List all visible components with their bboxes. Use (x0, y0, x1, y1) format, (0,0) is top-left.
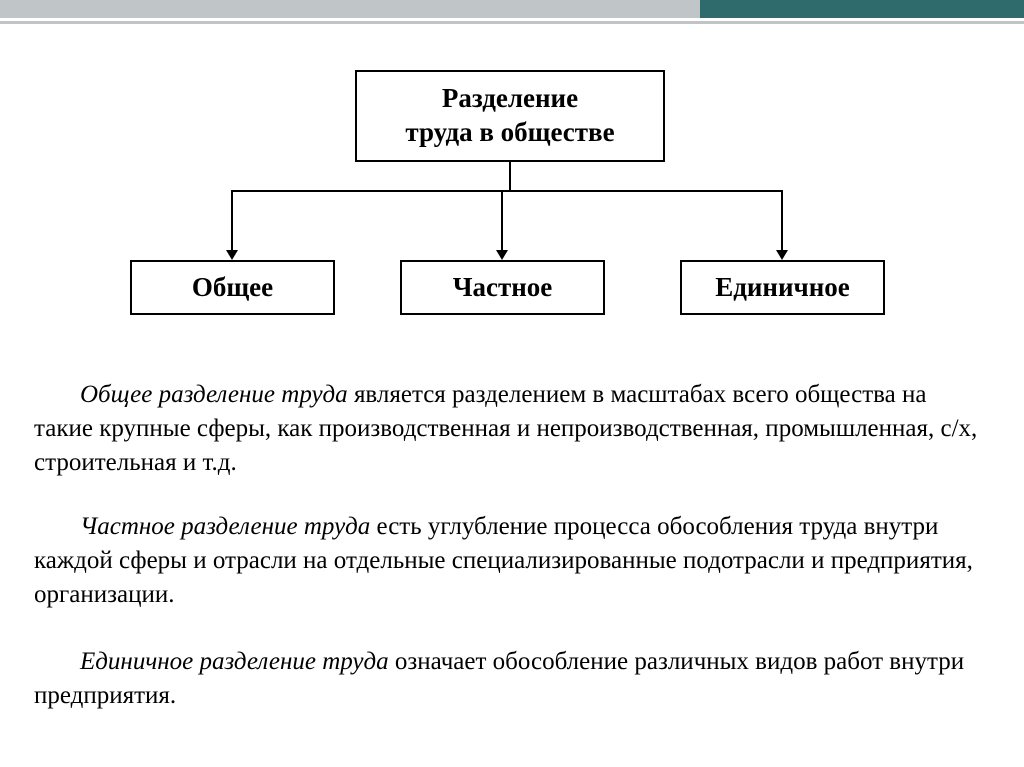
child-node-private: Частное (400, 260, 605, 315)
paragraph-singular: Единичное разделение труда означает обос… (34, 645, 990, 713)
division-of-labor-diagram: Разделение труда в обществе Общее Частно… (0, 70, 1024, 330)
child-node-general: Общее (130, 260, 335, 315)
paragraph-private: Частное разделение труда есть углубление… (34, 510, 990, 611)
connector-root-stem (509, 162, 511, 190)
child-node-singular: Единичное (680, 260, 885, 315)
paragraph-general-lead: Общее разделение труда (80, 381, 348, 408)
arrowhead-mid (496, 250, 508, 260)
connector-bus (231, 190, 783, 192)
header-underline (0, 21, 1024, 24)
connector-drop-mid (501, 190, 503, 250)
header-bar-right (700, 0, 1024, 18)
arrowhead-left (226, 250, 238, 260)
connector-drop-left (231, 190, 233, 250)
root-node-line1: Разделение (442, 82, 578, 116)
arrowhead-right (776, 250, 788, 260)
paragraph-private-lead: Частное разделение труда (80, 513, 370, 540)
paragraph-general: Общее разделение труда является разделен… (34, 378, 990, 479)
paragraph-singular-lead: Единичное разделение труда (80, 648, 389, 675)
root-node: Разделение труда в обществе (355, 70, 665, 162)
connector-drop-right (781, 190, 783, 250)
header-bar (0, 0, 1024, 18)
root-node-line2: труда в обществе (405, 116, 614, 150)
header-bar-left (0, 0, 700, 18)
